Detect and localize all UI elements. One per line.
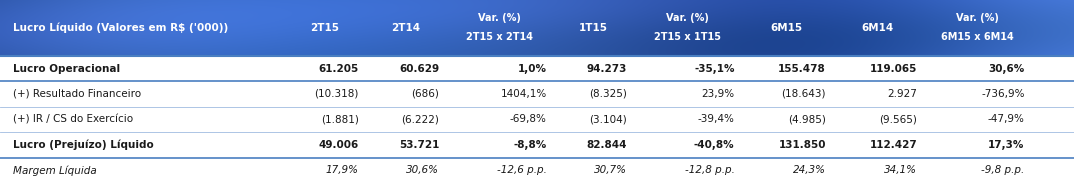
Text: -736,9%: -736,9% xyxy=(981,89,1025,99)
Text: 155.478: 155.478 xyxy=(779,64,826,74)
Text: 60.629: 60.629 xyxy=(400,64,439,74)
Text: -35,1%: -35,1% xyxy=(694,64,735,74)
Text: 131.850: 131.850 xyxy=(779,140,826,150)
Text: -47,9%: -47,9% xyxy=(988,114,1025,124)
Text: (4.985): (4.985) xyxy=(788,114,826,124)
Text: (8.325): (8.325) xyxy=(590,89,627,99)
Text: 82.844: 82.844 xyxy=(586,140,627,150)
Text: 2T15: 2T15 xyxy=(310,23,339,33)
Text: (3.104): (3.104) xyxy=(590,114,627,124)
Text: 49.006: 49.006 xyxy=(319,140,359,150)
Text: (18.643): (18.643) xyxy=(782,89,826,99)
Text: (6.222): (6.222) xyxy=(402,114,439,124)
Text: (686): (686) xyxy=(411,89,439,99)
Text: (9.565): (9.565) xyxy=(880,114,917,124)
Text: -40,8%: -40,8% xyxy=(694,140,735,150)
Text: 119.065: 119.065 xyxy=(870,64,917,74)
Text: -39,4%: -39,4% xyxy=(698,114,735,124)
Text: 1,0%: 1,0% xyxy=(518,64,547,74)
Text: 2.927: 2.927 xyxy=(887,89,917,99)
Text: 112.427: 112.427 xyxy=(870,140,917,150)
Text: Var. (%): Var. (%) xyxy=(666,13,709,23)
Text: 94.273: 94.273 xyxy=(586,64,627,74)
Text: Lucro Operacional: Lucro Operacional xyxy=(13,64,120,74)
Text: (+) Resultado Financeiro: (+) Resultado Financeiro xyxy=(13,89,141,99)
Text: -12,6 p.p.: -12,6 p.p. xyxy=(497,165,547,175)
Text: -9,8 p.p.: -9,8 p.p. xyxy=(982,165,1025,175)
Text: 53.721: 53.721 xyxy=(398,140,439,150)
Text: (+) IR / CS do Exercício: (+) IR / CS do Exercício xyxy=(13,114,133,124)
Text: -69,8%: -69,8% xyxy=(510,114,547,124)
Text: 17,9%: 17,9% xyxy=(325,165,359,175)
Text: 6M15: 6M15 xyxy=(771,23,802,33)
Text: 6M15 x 6M14: 6M15 x 6M14 xyxy=(941,32,1014,42)
Text: 6M14: 6M14 xyxy=(861,23,895,33)
Text: -12,8 p.p.: -12,8 p.p. xyxy=(685,165,735,175)
Text: 23,9%: 23,9% xyxy=(701,89,735,99)
Text: 24,3%: 24,3% xyxy=(793,165,826,175)
Text: -8,8%: -8,8% xyxy=(513,140,547,150)
Text: 61.205: 61.205 xyxy=(319,64,359,74)
Text: 30,7%: 30,7% xyxy=(594,165,627,175)
Text: (1.881): (1.881) xyxy=(321,114,359,124)
Text: 2T14: 2T14 xyxy=(391,23,420,33)
Text: Lucro Líquido (Valores em R$ ('000)): Lucro Líquido (Valores em R$ ('000)) xyxy=(13,23,228,33)
Text: 34,1%: 34,1% xyxy=(884,165,917,175)
Text: 30,6%: 30,6% xyxy=(988,64,1025,74)
Text: 30,6%: 30,6% xyxy=(406,165,439,175)
Text: 2T15 x 1T15: 2T15 x 1T15 xyxy=(654,32,721,42)
FancyBboxPatch shape xyxy=(0,56,1074,183)
Text: Lucro (Prejuízo) Líquido: Lucro (Prejuízo) Líquido xyxy=(13,140,154,150)
Text: Margem Líquida: Margem Líquida xyxy=(13,165,97,175)
Text: (10.318): (10.318) xyxy=(315,89,359,99)
Text: 17,3%: 17,3% xyxy=(988,140,1025,150)
Text: Var. (%): Var. (%) xyxy=(478,13,521,23)
Text: 1404,1%: 1404,1% xyxy=(500,89,547,99)
Text: 1T15: 1T15 xyxy=(579,23,608,33)
Text: 2T15 x 2T14: 2T15 x 2T14 xyxy=(466,32,533,42)
Text: Var. (%): Var. (%) xyxy=(956,13,999,23)
